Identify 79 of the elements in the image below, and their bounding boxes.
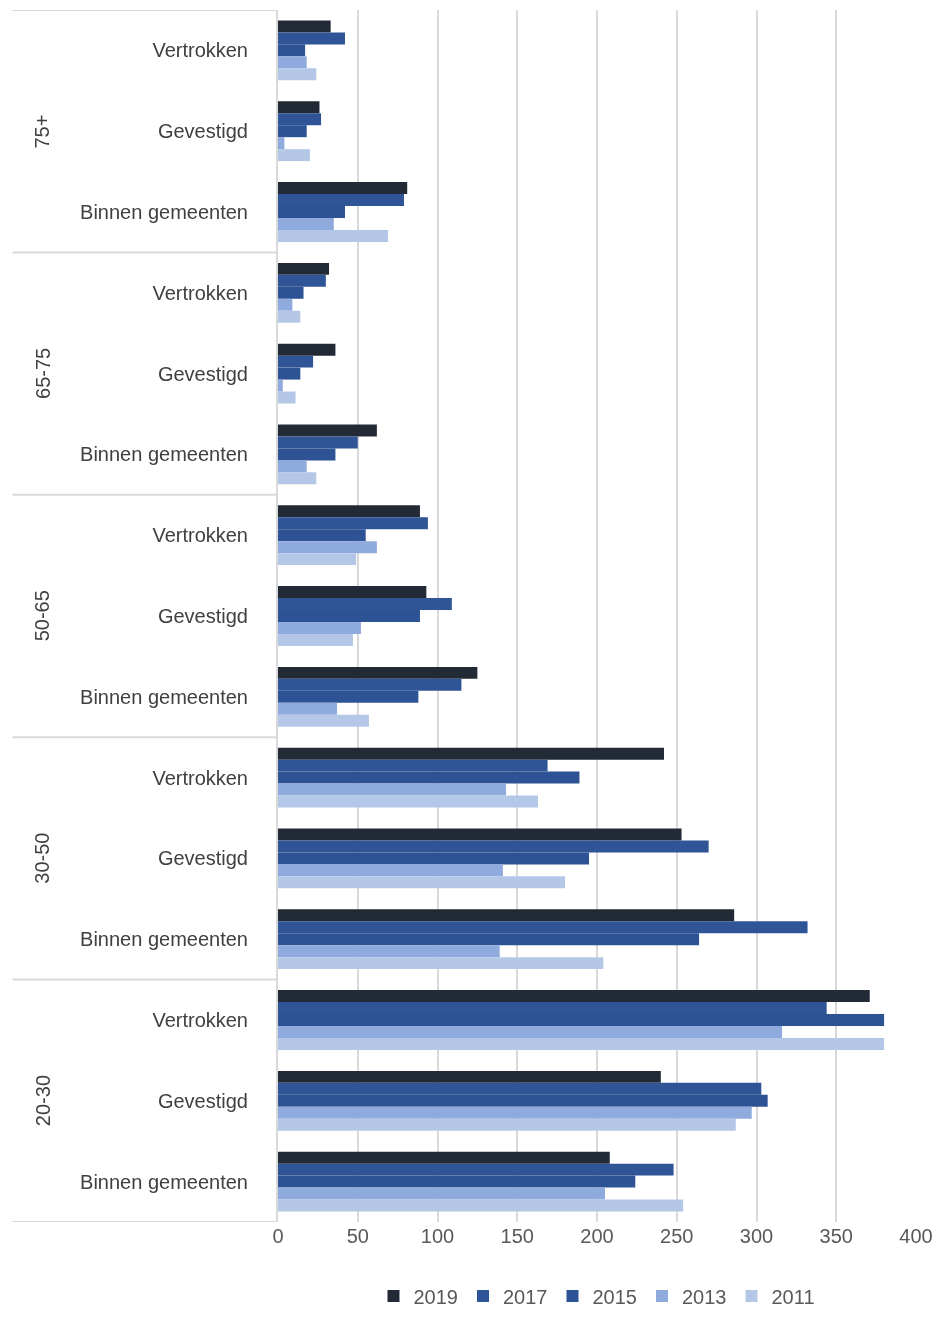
- bar: [278, 666, 478, 679]
- bar: [278, 586, 427, 599]
- y-tick-label: Vertrokken: [152, 524, 248, 547]
- bar: [278, 262, 330, 275]
- x-tick-label: 50: [346, 1225, 369, 1247]
- bar: [278, 217, 334, 230]
- bar: [278, 621, 361, 634]
- bar: [278, 298, 293, 311]
- bar: [278, 149, 310, 162]
- bar: [278, 1151, 610, 1164]
- text: 50-65: [31, 590, 54, 642]
- x-tick-label: 100: [420, 1225, 455, 1247]
- bar: [278, 229, 389, 242]
- bar: [278, 1025, 783, 1038]
- y-tick-label: Binnen gemeenten: [80, 928, 248, 951]
- y-tick-label: Gevestigd: [157, 362, 248, 385]
- x-tick-label: 350: [819, 1225, 853, 1247]
- bar: [278, 864, 503, 877]
- bar: [278, 633, 353, 646]
- x-tick-label: 200: [580, 1225, 614, 1247]
- y-tick-label: Binnen gemeenten: [80, 685, 248, 708]
- bar: [278, 424, 377, 437]
- bar: [278, 56, 307, 69]
- bar: [278, 310, 301, 323]
- bar: [278, 945, 500, 958]
- x-tick-label: 0: [272, 1225, 284, 1247]
- bar: [278, 553, 357, 566]
- bar: [278, 702, 338, 715]
- bar: [278, 957, 604, 970]
- y-tick-label: Vertrokken: [152, 1009, 248, 1031]
- bar: [278, 990, 870, 1003]
- bar: [278, 1037, 885, 1050]
- bar: [278, 1187, 605, 1200]
- bar: [278, 828, 682, 841]
- bar: [278, 68, 317, 81]
- bar: [278, 1070, 661, 1083]
- y-tick-label: Vertrokken: [152, 39, 248, 62]
- bar: [278, 343, 336, 356]
- x-tick-label: 400: [899, 1225, 933, 1247]
- legend-label: 2019: [413, 1285, 458, 1308]
- bar: [278, 909, 735, 922]
- bar: [278, 505, 420, 518]
- y-tick-label: Binnen gemeenten: [80, 1170, 248, 1193]
- bar: [278, 783, 507, 796]
- bar: [278, 101, 320, 114]
- y-tick-label: Binnen gemeenten: [80, 443, 248, 466]
- y-tick-label: Vertrokken: [152, 766, 248, 789]
- legend-label: 2017: [503, 1285, 548, 1308]
- x-tick-label: 150: [500, 1225, 534, 1247]
- bar: [278, 1118, 736, 1131]
- y-tick-label: Gevestigd: [157, 120, 248, 143]
- bar: [278, 714, 369, 727]
- y-tick-label: Gevestigd: [157, 847, 248, 870]
- y-tick-label: Binnen gemeenten: [80, 201, 248, 223]
- text: 20-30: [31, 1074, 54, 1127]
- bar: [278, 541, 377, 554]
- bar: [278, 1199, 684, 1212]
- text: 30-50: [30, 832, 53, 884]
- text: 65-75: [31, 347, 54, 399]
- bar: [278, 391, 296, 404]
- bar: [278, 876, 566, 889]
- y-tick-label: Vertrokken: [152, 281, 248, 304]
- bar: [278, 1106, 752, 1119]
- bar: [278, 379, 283, 392]
- y-tick-label: Gevestigd: [157, 1089, 248, 1112]
- bar: [278, 472, 317, 485]
- bar: [278, 182, 408, 195]
- bar: [278, 795, 538, 808]
- x-tick-label: 250: [660, 1225, 694, 1247]
- legend-label: 2015: [592, 1285, 637, 1308]
- text: 75+: [31, 114, 54, 149]
- bar: [278, 137, 285, 150]
- bar: [278, 20, 331, 33]
- bar: [278, 747, 664, 760]
- legend-label: 2013: [682, 1285, 727, 1308]
- x-tick-label: 300: [739, 1225, 774, 1247]
- bar: [278, 460, 307, 473]
- y-tick-label: Gevestigd: [157, 605, 248, 627]
- legend-label: 2011: [771, 1285, 815, 1308]
